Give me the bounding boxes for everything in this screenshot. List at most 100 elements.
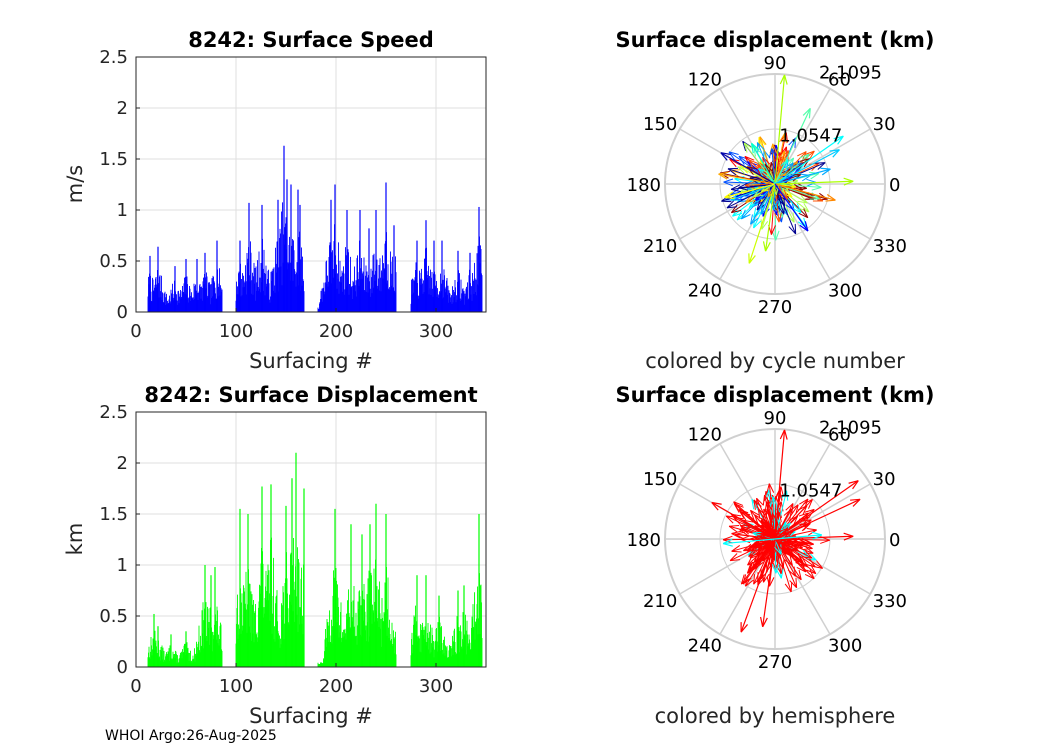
polar-vector-head	[784, 133, 787, 144]
polar-vector-head	[756, 200, 761, 211]
polar-vector-head	[788, 549, 799, 552]
polar-vector	[774, 538, 777, 574]
polar-vector-head	[770, 225, 776, 235]
polar-vector-head	[726, 200, 735, 209]
polar-angle-label: 60	[828, 424, 851, 445]
polar-vector	[774, 168, 831, 185]
polar-ring-label: 1.0547	[779, 480, 842, 501]
polar-vector-head	[808, 150, 815, 161]
polar-cycle-title: Surface displacement (km)	[615, 28, 934, 52]
polar-vector-head	[799, 158, 810, 162]
polar-angle-label: 0	[889, 530, 900, 551]
polar-angle-label: 300	[828, 281, 862, 302]
polar-vector-head	[779, 429, 786, 440]
displacement-chart: 0 100 200 300 0 0.5 1 1.5 2 2.5 8242: Surface Dis…	[63, 383, 487, 728]
polar-vector-head	[786, 159, 789, 170]
polar-vector-head	[756, 142, 759, 153]
polar-vector	[740, 538, 776, 633]
polar-vector-head	[768, 162, 772, 173]
polar-vector-head	[723, 181, 733, 187]
polar-vector-head	[729, 524, 740, 527]
polar-vector-head	[766, 501, 773, 511]
polar-vector-head	[762, 495, 766, 506]
x-tick-label: 300	[419, 676, 453, 697]
polar-vector-head	[775, 230, 780, 241]
polar-vector-head	[798, 538, 808, 545]
polar-vector-head	[771, 563, 777, 574]
polar-vector-head	[753, 499, 756, 510]
polar-vector-head	[751, 499, 755, 510]
polar-vector-head	[808, 499, 813, 509]
polar-cycle-caption: colored by cycle number	[645, 349, 905, 373]
polar-vector-head	[850, 498, 861, 501]
polar-vector-head	[752, 531, 763, 534]
polar-vector-head	[768, 148, 773, 159]
polar-vector	[774, 538, 798, 551]
polar-angle-label: 90	[764, 53, 787, 74]
polar-vector-head	[798, 212, 809, 219]
polar-vector	[774, 135, 844, 185]
polar-vector-head	[798, 562, 808, 568]
polar-vector-head	[791, 207, 802, 214]
polar-vector-head	[778, 512, 782, 523]
polar-vector-head	[803, 543, 814, 547]
polar-vector-head	[803, 203, 810, 213]
polar-vector-head	[771, 200, 777, 211]
y-tick-label: 0	[117, 302, 128, 323]
polar-vector-head	[749, 510, 755, 520]
polar-vector	[724, 183, 776, 199]
polar-vector-head	[772, 496, 778, 507]
y-tick-label: 2.5	[99, 402, 128, 423]
polar-vector-head	[801, 523, 810, 532]
polar-vector-head	[772, 143, 778, 154]
polar-angle-label: 240	[688, 636, 722, 657]
polar-vector-head	[797, 543, 808, 547]
polar-vector-head	[733, 517, 741, 526]
polar-vector-head	[804, 550, 813, 559]
polar-vector-head	[731, 550, 742, 553]
polar-ring-label: 2.1095	[819, 417, 882, 438]
polar-vector-head	[790, 581, 793, 592]
polar-vector-head	[788, 226, 797, 235]
polar-hemisphere-title: Surface displacement (km)	[615, 383, 934, 407]
polar-vector-head	[768, 556, 771, 567]
polar-angle-label: 300	[828, 636, 862, 657]
x-tick-label: 300	[419, 321, 453, 342]
polar-vector-head	[748, 198, 755, 208]
speed-chart-title: 8242: Surface Speed	[188, 28, 434, 52]
polar-angle-label: 210	[643, 236, 677, 257]
displacement-chart-title: 8242: Surface Displacement	[144, 383, 477, 407]
speed-bars	[147, 145, 483, 312]
polar-vector-head	[731, 533, 741, 539]
polar-vector-head	[811, 186, 822, 191]
polar-vector-head	[763, 573, 770, 583]
polar-vector-head	[747, 161, 754, 171]
polar-vector-head	[795, 577, 798, 588]
polar-vector-head	[743, 519, 754, 523]
polar-vector-head	[763, 544, 774, 549]
displacement-axes-box	[135, 411, 487, 668]
polar-vector-head	[769, 512, 773, 523]
polar-vector-head	[762, 617, 768, 628]
polar-cycle-vectors	[718, 74, 854, 264]
polar-vector-head	[774, 546, 782, 555]
polar-vector-head	[785, 175, 793, 184]
polar-vector-head	[793, 538, 803, 545]
polar-vector	[774, 150, 785, 185]
polar-vector	[774, 180, 854, 185]
polar-vector-head	[753, 217, 756, 229]
polar-vector-head	[781, 522, 791, 528]
displacement-x-axis-label: Surfacing #	[249, 704, 373, 728]
polar-vector-head	[719, 170, 730, 174]
polar-vector-head	[794, 184, 804, 191]
polar-vector-head	[832, 149, 840, 158]
polar-vector-head	[720, 152, 728, 161]
polar-vector-head	[792, 573, 802, 581]
polar-angle-label: 330	[873, 236, 907, 257]
polar-vector-head	[784, 559, 793, 566]
polar-vector	[720, 152, 776, 185]
polar-vector	[774, 429, 786, 540]
polar-vector	[718, 173, 776, 185]
polar-vector-head	[801, 562, 807, 573]
polar-vector-head	[768, 483, 775, 493]
